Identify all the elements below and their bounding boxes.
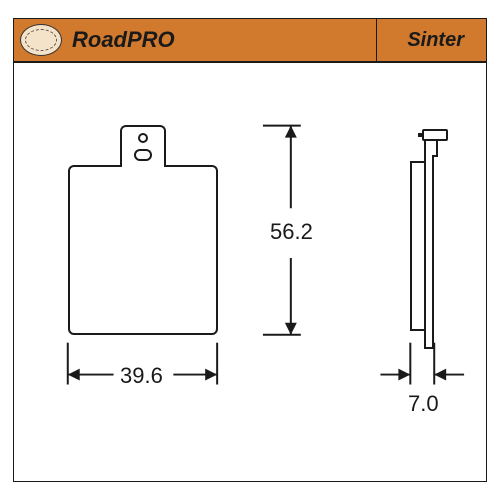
pad-mounting-hole-icon — [138, 133, 148, 143]
header-bar: RoadPRO Sinter — [13, 18, 487, 62]
brake-pad-front-view — [68, 125, 218, 335]
pad-lip — [432, 139, 438, 157]
pad-slot-icon — [134, 149, 152, 161]
dim-thickness-value: 7.0 — [408, 391, 439, 417]
pad-body — [68, 165, 218, 335]
dim-thickness-group — [380, 343, 464, 385]
product-diagram-card: RoadPRO Sinter — [0, 0, 500, 500]
dim-height-value: 56.2 — [270, 219, 313, 245]
pad-friction-material — [410, 161, 426, 331]
knob-detail — [418, 133, 422, 137]
brand-logo-icon — [20, 24, 62, 56]
pad-mounting-knob — [422, 129, 448, 141]
dim-width-value: 39.6 — [120, 363, 163, 389]
technical-drawing-area: 39.6 56.2 7.0 — [13, 62, 487, 482]
product-type-label: Sinter — [377, 29, 486, 52]
brand-name: RoadPRO — [72, 27, 376, 53]
